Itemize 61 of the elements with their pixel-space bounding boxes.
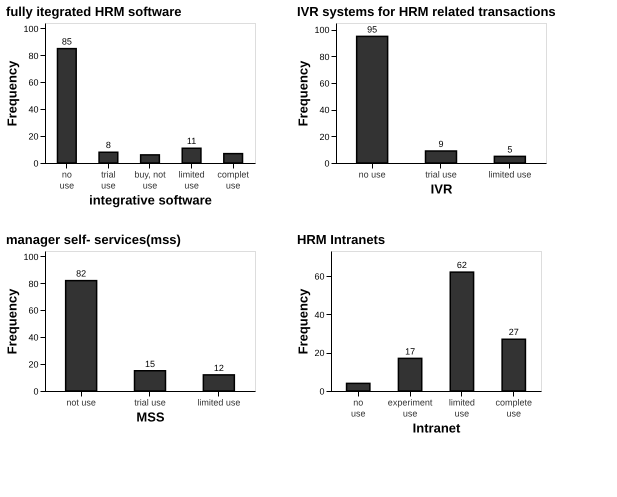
data-label: 8 xyxy=(106,140,111,150)
data-label: 15 xyxy=(144,358,156,369)
y-axis-title: Frequency xyxy=(4,288,20,354)
y-tick-label: 0 xyxy=(33,386,38,396)
data-label: 85 xyxy=(62,36,72,47)
y-tick-label: 60 xyxy=(28,78,38,88)
x-tick-label: complete use xyxy=(496,398,532,418)
y-axis-title: Frequency xyxy=(4,60,20,126)
y-tick-label: 40 xyxy=(28,104,38,115)
x-tick-label: limited use xyxy=(197,398,240,408)
y-tick-label: 40 xyxy=(28,332,38,343)
y-tick-label: 100 xyxy=(23,24,38,34)
x-tick-label: trial use xyxy=(134,398,166,408)
x-axis-title: Intranet xyxy=(412,420,462,436)
x-tick-label: limited use xyxy=(488,170,532,180)
x-axis-title: integrative software xyxy=(89,192,212,208)
y-tick-label: 80 xyxy=(28,278,38,289)
x-tick-label: no use xyxy=(350,398,366,418)
y-tick-label: 0 xyxy=(33,158,38,168)
x-tick-label: experiment use xyxy=(388,398,433,418)
x-tick-label: no use xyxy=(60,170,74,190)
y-tick-label: 20 xyxy=(28,360,38,370)
chart-title: manager self- services(mss) xyxy=(6,232,181,247)
x-tick-label: trial use xyxy=(101,170,116,190)
y-tick-label: 20 xyxy=(319,132,330,142)
x-tick-label: trial use xyxy=(425,170,457,180)
x-tick-label: buy, not use xyxy=(134,170,166,190)
data-label: 17 xyxy=(405,346,416,356)
y-tick-label: 80 xyxy=(28,50,38,61)
data-label: 11 xyxy=(186,136,196,146)
x-tick-label: not use xyxy=(66,398,96,408)
data-label: 95 xyxy=(367,24,378,34)
x-tick-label: complet use xyxy=(217,170,250,190)
chart-title: IVR systems for HRM related transactions xyxy=(296,4,556,19)
y-axis-title: Frequency xyxy=(295,288,310,354)
y-axis-title: Frequency xyxy=(295,60,310,126)
x-tick-label: no use xyxy=(358,170,386,180)
chart-title: fully itegrated HRM software xyxy=(6,4,182,19)
y-tick-label: 0 xyxy=(324,158,330,168)
x-tick-label: limited use xyxy=(178,170,205,190)
data-label: 12 xyxy=(214,362,224,373)
y-tick-label: 40 xyxy=(314,310,324,320)
y-tick-label: 20 xyxy=(28,132,38,142)
y-tick-label: 100 xyxy=(23,252,38,262)
y-tick-label: 80 xyxy=(319,52,330,62)
data-label: 27 xyxy=(508,327,519,338)
y-tick-label: 100 xyxy=(314,25,330,36)
y-tick-label: 20 xyxy=(314,348,324,358)
data-label: 5 xyxy=(507,144,512,154)
y-tick-label: 0 xyxy=(319,386,324,396)
y-tick-label: 60 xyxy=(319,78,330,88)
data-label: 62 xyxy=(456,260,467,270)
chart-title: HRM Intranets xyxy=(296,232,386,247)
y-tick-label: 40 xyxy=(319,105,330,116)
y-tick-label: 60 xyxy=(314,271,324,282)
x-axis-title: IVR xyxy=(430,182,453,196)
x-axis-title: MSS xyxy=(136,410,165,424)
y-tick-label: 60 xyxy=(28,306,38,316)
data-label: 9 xyxy=(438,139,444,149)
x-tick-label: limited use xyxy=(448,398,475,418)
data-label: 82 xyxy=(76,268,86,279)
